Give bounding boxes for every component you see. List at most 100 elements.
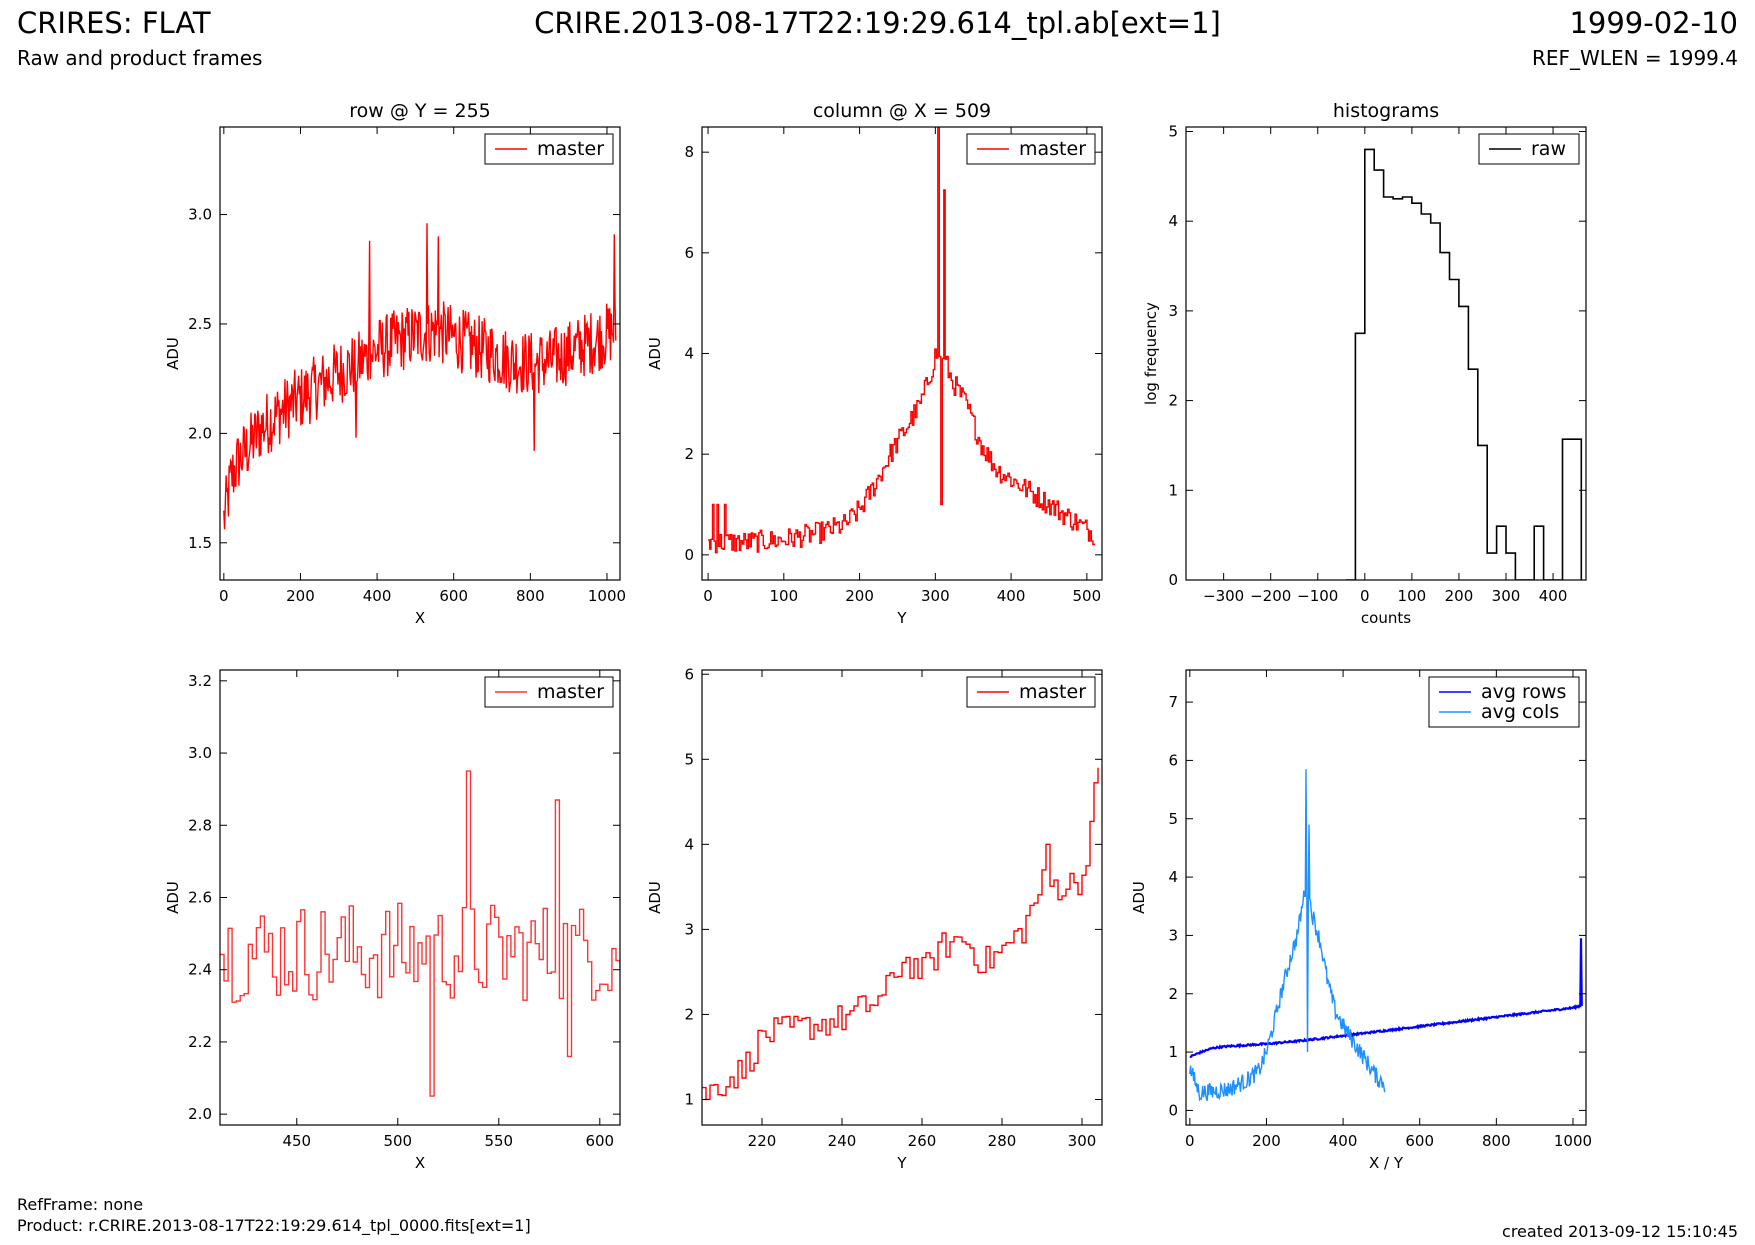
axes-frame bbox=[1185, 669, 1587, 1126]
figure-title-center: CRIRE.2013-08-17T22:19:29.614_tpl.ab[ext… bbox=[534, 6, 1221, 40]
y-tick-label: 1.5 bbox=[188, 534, 212, 552]
x-tick-label: 300 bbox=[1492, 587, 1521, 605]
x-tick-label: 400 bbox=[363, 587, 392, 605]
y-tick-label: 2.8 bbox=[188, 816, 212, 834]
y-tick-label: 6 bbox=[684, 244, 694, 262]
plot-area bbox=[702, 767, 1099, 1101]
y-tick-label: 2 bbox=[684, 1005, 694, 1023]
x-tick-label: −200 bbox=[1250, 587, 1291, 605]
x-tick-label: 300 bbox=[1068, 1132, 1097, 1150]
x-tick-label: 500 bbox=[1073, 587, 1102, 605]
x-axis-label: Y bbox=[896, 1154, 907, 1172]
y-axis-label: ADU bbox=[646, 881, 664, 914]
y-tick-label: 2.0 bbox=[188, 424, 212, 442]
series-line-raw bbox=[1346, 148, 1583, 580]
x-tick-label: 1000 bbox=[1554, 1132, 1592, 1150]
y-tick-label: 5 bbox=[1168, 122, 1178, 140]
chart-panel-1: row @ Y = 255 0 200 400 600 800 1000 1.5 2.0 2.5 3… bbox=[164, 100, 626, 627]
y-tick-label: 2 bbox=[1168, 392, 1178, 410]
legend: raw bbox=[1478, 133, 1580, 165]
legend: master bbox=[484, 133, 614, 165]
x-tick-label: 1000 bbox=[588, 587, 626, 605]
x-tick-label: 800 bbox=[1482, 1132, 1511, 1150]
y-tick-label: 1 bbox=[1168, 481, 1178, 499]
y-axis-label: ADU bbox=[164, 881, 182, 914]
x-axis-label: X / Y bbox=[1369, 1154, 1404, 1172]
y-tick-label: 2.4 bbox=[188, 961, 212, 979]
y-tick-label: 4 bbox=[684, 345, 694, 363]
chart-panel-2: column @ X = 509 0 100 200 300 400 500 0 2 4 6 8 Y AD… bbox=[646, 100, 1103, 627]
y-axis-label: ADU bbox=[164, 337, 182, 370]
footer-product: Product: r.CRIRE.2013-08-17T22:19:29.614… bbox=[17, 1216, 531, 1235]
x-axis-label: counts bbox=[1361, 609, 1411, 627]
y-tick-label: 0 bbox=[684, 546, 694, 564]
x-tick-label: 550 bbox=[484, 1132, 513, 1150]
y-tick-label: 0 bbox=[1168, 1101, 1178, 1119]
x-tick-label: 200 bbox=[1445, 587, 1474, 605]
x-tick-label: 240 bbox=[828, 1132, 857, 1150]
y-tick-label: 1 bbox=[684, 1090, 694, 1108]
plot-area bbox=[708, 127, 1096, 554]
y-tick-label: 0 bbox=[1168, 571, 1178, 589]
legend-label: master bbox=[1019, 138, 1086, 160]
x-tick-label: −300 bbox=[1203, 587, 1244, 605]
legend-label: raw bbox=[1531, 138, 1566, 160]
y-tick-label: 2.5 bbox=[188, 315, 212, 333]
x-tick-label: 300 bbox=[921, 587, 950, 605]
x-tick-label: 200 bbox=[286, 587, 315, 605]
chart-panel-4: 450 500 550 600 2.0 2.2 2.4 2.6 2.8 3.0 3.2 X ADU mas… bbox=[164, 669, 621, 1172]
y-tick-label: 6 bbox=[684, 665, 694, 683]
axes-frame bbox=[701, 669, 1103, 1126]
x-axis-label: X bbox=[415, 609, 425, 627]
x-tick-label: 100 bbox=[1398, 587, 1427, 605]
plot-area bbox=[1189, 769, 1583, 1102]
legend-label: master bbox=[537, 138, 604, 160]
y-tick-label: 2 bbox=[684, 445, 694, 463]
y-tick-label: 4 bbox=[1168, 868, 1178, 886]
legend-label: master bbox=[1019, 681, 1086, 703]
series-line-master bbox=[223, 223, 617, 530]
chart-title: column @ X = 509 bbox=[813, 100, 991, 122]
legend: master bbox=[966, 676, 1096, 708]
x-axis-label: X bbox=[415, 1154, 425, 1172]
x-tick-label: 400 bbox=[997, 587, 1026, 605]
series-line-master bbox=[708, 127, 1096, 554]
y-tick-label: 5 bbox=[1168, 810, 1178, 828]
x-tick-label: 600 bbox=[1405, 1132, 1434, 1150]
x-tick-label: 0 bbox=[1360, 587, 1370, 605]
legend-label: master bbox=[537, 681, 604, 703]
x-axis-label: Y bbox=[896, 609, 907, 627]
legend-label: avg rows bbox=[1481, 681, 1566, 703]
legend-box bbox=[1428, 676, 1580, 728]
y-tick-label: 4 bbox=[1168, 212, 1178, 230]
legend: master bbox=[484, 676, 614, 708]
x-tick-label: 200 bbox=[1252, 1132, 1281, 1150]
series-line-avg-cols bbox=[1189, 769, 1386, 1102]
figure-title-left: CRIRES: FLAT bbox=[17, 6, 211, 40]
footer-created: created 2013-09-12 15:10:45 bbox=[1502, 1222, 1738, 1241]
footer-refframe: RefFrame: none bbox=[17, 1195, 144, 1214]
y-tick-label: 3 bbox=[1168, 926, 1178, 944]
x-tick-label: −100 bbox=[1297, 587, 1338, 605]
y-tick-label: 7 bbox=[1168, 693, 1178, 711]
chart-panel-5: 220 240 260 280 300 1 2 3 4 5 6 Y ADU master bbox=[646, 665, 1103, 1172]
axes-frame bbox=[1185, 126, 1587, 581]
series-line-master bbox=[702, 767, 1099, 1101]
figure-subtitle-right: REF_WLEN = 1999.4 bbox=[1531, 46, 1738, 70]
x-tick-label: 400 bbox=[1329, 1132, 1358, 1150]
series-line-master bbox=[220, 770, 620, 1097]
y-tick-label: 2.2 bbox=[188, 1033, 212, 1051]
figure-title-right: 1999-02-10 bbox=[1569, 6, 1738, 40]
y-tick-label: 6 bbox=[1168, 751, 1178, 769]
legend-label: avg cols bbox=[1481, 701, 1559, 723]
y-tick-label: 3.0 bbox=[188, 206, 212, 224]
y-tick-label: 8 bbox=[684, 143, 694, 161]
y-axis-label: ADU bbox=[646, 337, 664, 370]
chart-panel-3: histograms −300 −200 −100 0 100 200 300 400 0 1 2 3 4… bbox=[1142, 100, 1587, 627]
y-tick-label: 3 bbox=[684, 920, 694, 938]
x-tick-label: 100 bbox=[769, 587, 798, 605]
y-tick-label: 3.0 bbox=[188, 744, 212, 762]
x-tick-label: 600 bbox=[439, 587, 468, 605]
axes-frame bbox=[701, 126, 1103, 581]
